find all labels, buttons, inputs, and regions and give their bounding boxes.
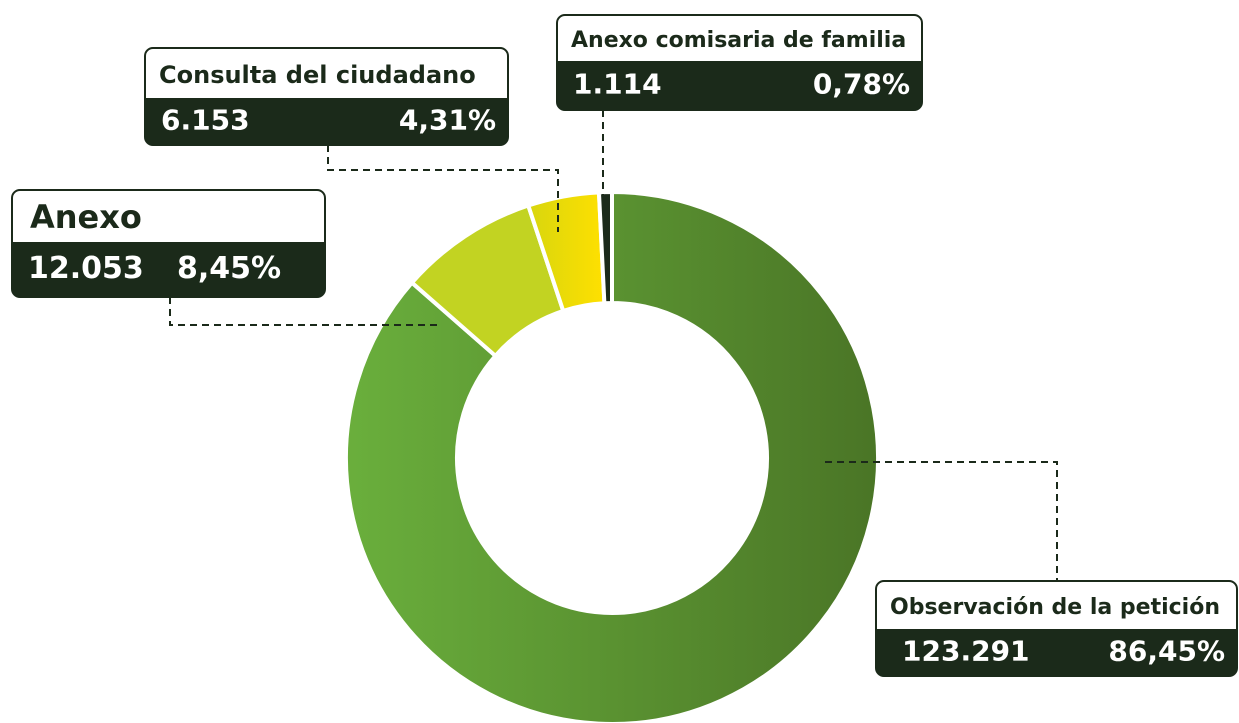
label-title: Observación de la petición (890, 595, 1220, 620)
value-label: 6.153 (161, 104, 250, 137)
label-title: Anexo comisaria de familia (571, 28, 906, 53)
label-band-top (145, 98, 508, 108)
share-label: 0,78% (813, 68, 910, 101)
label-band (876, 629, 1237, 676)
label-title: Consulta del ciudadano (159, 61, 476, 89)
share-label: 86,45% (1108, 635, 1225, 668)
leader-line (825, 461, 1058, 580)
label-title: Anexo (30, 198, 142, 236)
donut-slice (596, 189, 614, 306)
value-label: 12.053 (28, 251, 144, 286)
share-label: 8,45% (177, 251, 281, 286)
share-label: 4,31% (399, 104, 496, 137)
label-band (145, 98, 508, 145)
label-band-top (876, 629, 1237, 639)
leader-line (327, 145, 559, 232)
label-band-top (557, 61, 922, 71)
label-band (557, 61, 922, 110)
label-band-top (12, 242, 325, 252)
leader-line (169, 297, 442, 326)
value-label: 123.291 (902, 635, 1030, 668)
donut-slice (344, 189, 880, 723)
value-label: 1.114 (573, 68, 662, 101)
label-band (12, 242, 325, 297)
